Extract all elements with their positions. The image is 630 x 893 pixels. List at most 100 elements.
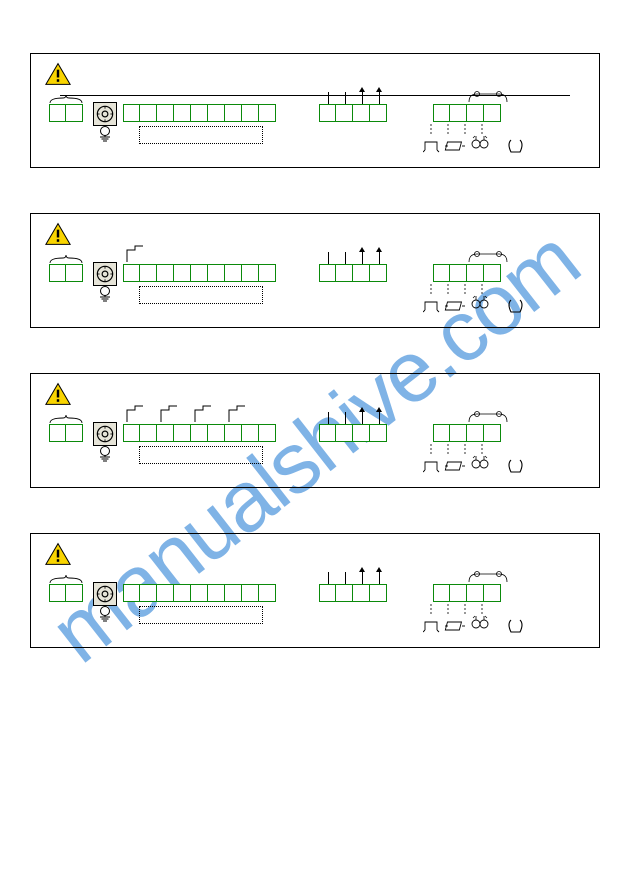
ground-symbol-icon [99, 126, 111, 147]
terminal-block [484, 104, 501, 122]
terminal-block [191, 264, 208, 282]
terminal-block [319, 104, 336, 122]
terminal-block [225, 104, 242, 122]
tick-line [362, 412, 363, 424]
coupling-icon [467, 250, 509, 264]
terminal-block [336, 584, 353, 602]
terminal-block [191, 584, 208, 602]
terminal-block [242, 584, 259, 602]
terminal-block [49, 264, 66, 282]
coupling-icon [467, 410, 509, 424]
terminal-block [140, 104, 157, 122]
terminal-block [242, 264, 259, 282]
terminal-block [484, 264, 501, 282]
components-icon [423, 124, 533, 160]
terminal-block [157, 104, 174, 122]
terminal-block [191, 104, 208, 122]
pulse-icon [125, 404, 145, 424]
tick-line [345, 412, 346, 424]
terminal-block [49, 424, 66, 442]
terminal-block [450, 264, 467, 282]
terminal-block [123, 104, 140, 122]
arrow-up-icon [359, 247, 365, 252]
terminal-block [123, 584, 140, 602]
tick-line [328, 412, 329, 424]
terminal-block [336, 264, 353, 282]
terminal-block [467, 104, 484, 122]
terminal-block [66, 584, 83, 602]
terminal-block [433, 584, 450, 602]
arrow-up-icon [376, 567, 382, 572]
terminal-block [353, 584, 370, 602]
brace-icon [49, 414, 83, 424]
warning-icon [45, 62, 71, 91]
terminal-block [208, 584, 225, 602]
terminal-block [370, 424, 387, 442]
arrow-up-icon [376, 407, 382, 412]
terminal-block [242, 424, 259, 442]
terminal-block [433, 264, 450, 282]
terminal-block [49, 584, 66, 602]
wiring-panel [30, 533, 600, 648]
ground-symbol-icon [99, 286, 111, 307]
arrow-up-icon [376, 87, 382, 92]
terminal-block [49, 104, 66, 122]
terminal-block [157, 584, 174, 602]
terminal-block [450, 584, 467, 602]
ground-connector [93, 582, 117, 606]
wiring-panel [30, 373, 600, 488]
terminal-block [174, 264, 191, 282]
terminal-block [319, 264, 336, 282]
terminal-block [259, 424, 276, 442]
tick-line [362, 92, 363, 104]
terminal-block [370, 584, 387, 602]
terminal-block [259, 264, 276, 282]
warning-icon [45, 222, 71, 251]
terminal-block [140, 264, 157, 282]
tick-line [379, 572, 380, 584]
ground-connector [93, 422, 117, 446]
terminal-block [66, 264, 83, 282]
terminal-block [259, 104, 276, 122]
components-icon [423, 284, 533, 320]
terminal-block [208, 264, 225, 282]
terminal-block [242, 104, 259, 122]
arrow-up-icon [376, 247, 382, 252]
dotted-region [139, 126, 263, 144]
pulse-icon [159, 404, 179, 424]
ground-connector [93, 262, 117, 286]
terminal-block [157, 424, 174, 442]
warning-icon [45, 382, 71, 411]
terminal-block [467, 424, 484, 442]
terminal-block [336, 104, 353, 122]
terminal-block [319, 584, 336, 602]
pulse-icon [125, 244, 145, 264]
tick-line [345, 572, 346, 584]
tick-line [328, 92, 329, 104]
terminal-block [174, 104, 191, 122]
coupling-icon [467, 90, 509, 104]
terminal-block [259, 584, 276, 602]
terminal-block [208, 424, 225, 442]
components-icon [423, 444, 533, 480]
terminal-block [140, 424, 157, 442]
brace-icon [49, 254, 83, 264]
brace-icon [49, 574, 83, 584]
terminal-block [319, 424, 336, 442]
ground-symbol-icon [99, 446, 111, 467]
coupling-icon [467, 570, 509, 584]
terminal-block [225, 584, 242, 602]
terminal-block [225, 424, 242, 442]
terminal-block [208, 104, 225, 122]
terminal-block [225, 264, 242, 282]
warning-icon [45, 542, 71, 571]
brace-icon [49, 94, 83, 104]
terminal-block [140, 584, 157, 602]
terminal-block [433, 424, 450, 442]
terminal-block [484, 424, 501, 442]
terminal-block [370, 104, 387, 122]
terminal-block [157, 264, 174, 282]
dotted-region [139, 446, 263, 464]
terminal-block [191, 424, 208, 442]
terminal-block [433, 104, 450, 122]
